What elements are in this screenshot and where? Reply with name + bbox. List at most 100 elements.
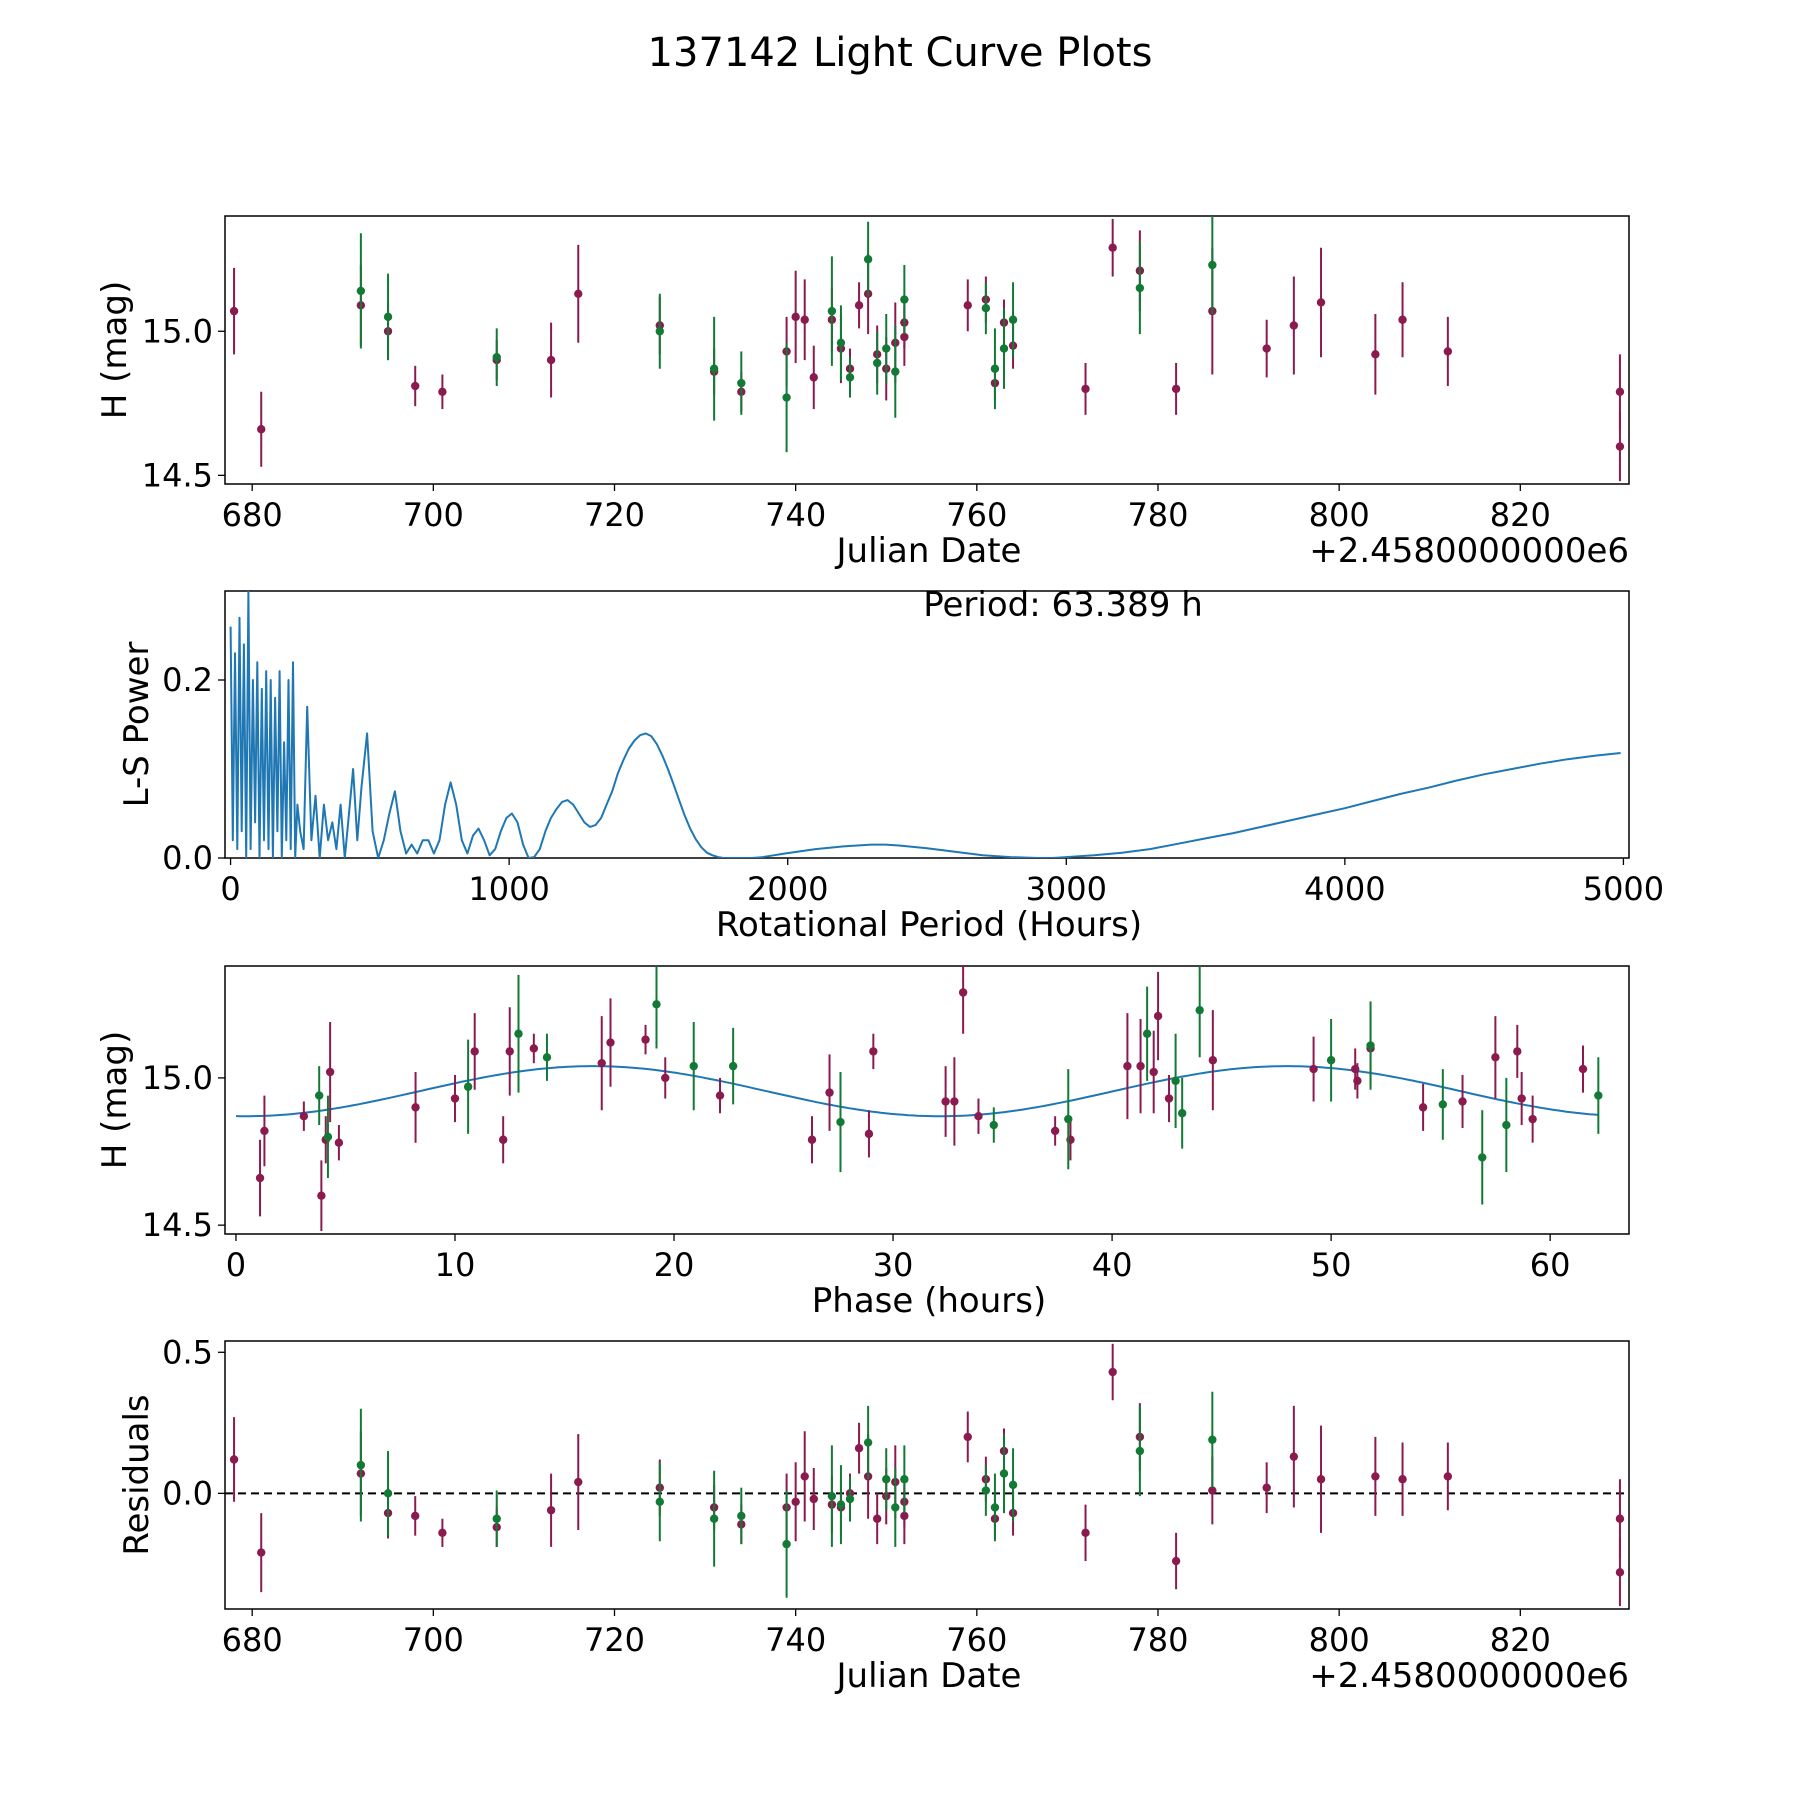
data-point-r — [864, 1129, 874, 1139]
data-point-r — [438, 387, 447, 396]
data-point-r — [1418, 1103, 1428, 1112]
data-point-r — [872, 1514, 882, 1523]
data-point-g — [981, 304, 991, 313]
data-point-g — [1142, 1029, 1152, 1038]
data-point-g — [863, 1438, 873, 1447]
data-point-g — [999, 1469, 1009, 1478]
lightcurve-plot-frame — [224, 215, 1630, 485]
data-point-r — [641, 1035, 650, 1044]
x-tick-label: 780 — [1127, 496, 1188, 534]
x-tick-label: 780 — [1127, 1621, 1188, 1659]
x-tick-label: 800 — [1309, 496, 1370, 534]
residuals-ylabel: Residuals — [117, 1394, 157, 1555]
x-tick-label: 680 — [222, 496, 283, 534]
x-tick-label: 1000 — [468, 870, 549, 908]
phased-ylabel: H (mag) — [95, 1031, 135, 1169]
period-annotation: Period: 63.389 h — [923, 585, 1203, 625]
data-point-g — [827, 1491, 837, 1501]
lightcurve-panel: 680 700 720 740 760 780 800 820 14.5 15.0 Julian D… — [95, 215, 1630, 571]
data-point-r — [1443, 347, 1453, 356]
data-point-r — [411, 381, 420, 391]
data-point-g — [1135, 1446, 1145, 1456]
data-point-g — [383, 312, 393, 322]
x-tick-label: 700 — [403, 1621, 464, 1659]
data-point-r — [974, 1111, 983, 1121]
data-point-r — [1615, 1568, 1625, 1577]
data-point-r — [809, 373, 818, 382]
data-point-r — [1398, 315, 1407, 324]
y-tick-label: 14.5 — [142, 1206, 213, 1244]
lightcurve-xlabel: Julian Date — [835, 531, 1022, 571]
data-point-g — [655, 1497, 664, 1507]
y-tick-label: 15.0 — [142, 1059, 213, 1097]
x-tick-label: 720 — [584, 496, 645, 534]
data-point-g — [782, 393, 791, 402]
data-point-r — [661, 1073, 670, 1083]
data-point-g — [737, 1511, 746, 1521]
data-point-r — [1050, 1126, 1060, 1136]
data-point-r — [800, 1472, 809, 1481]
x-tick-label: 3000 — [1026, 870, 1107, 908]
residuals-panel: 680 700 720 740 760 780 800 820 0.0 0.5 Julian Dat… — [117, 1333, 1630, 1696]
data-point-g — [900, 295, 909, 304]
data-point-r — [854, 301, 864, 310]
data-point-g — [383, 1489, 393, 1498]
data-point-r — [1309, 1064, 1318, 1074]
x-tick-label: 40 — [1092, 1246, 1133, 1284]
data-point-g — [827, 306, 837, 316]
data-point-r — [1316, 1475, 1326, 1484]
data-point-g — [314, 1091, 324, 1100]
data-point-r — [317, 1191, 326, 1200]
data-point-r — [411, 1103, 420, 1112]
y-tick-label: 0.0 — [162, 839, 213, 877]
data-point-r — [574, 1477, 583, 1487]
data-point-r — [1398, 1475, 1407, 1484]
data-point-g — [845, 1494, 855, 1504]
data-point-g — [900, 1475, 909, 1484]
data-point-g — [1208, 1435, 1217, 1444]
data-point-g — [1326, 1056, 1336, 1065]
data-point-r — [825, 1088, 834, 1097]
data-point-g — [845, 373, 855, 382]
data-point-r — [257, 425, 266, 434]
residuals-points — [229, 1343, 1625, 1607]
data-point-r — [546, 355, 556, 365]
x-tick-label: 740 — [765, 496, 826, 534]
data-point-g — [836, 338, 846, 347]
data-point-r — [869, 1047, 878, 1056]
data-point-r — [1136, 1061, 1145, 1071]
data-point-r — [606, 1038, 615, 1047]
phased-points — [255, 966, 1603, 1232]
y-tick-label: 0.5 — [162, 1333, 213, 1371]
x-tick-label: 2000 — [747, 870, 828, 908]
y-tick-label: 0.2 — [162, 661, 213, 699]
data-point-r — [1108, 243, 1117, 252]
data-point-g — [1135, 283, 1145, 293]
x-tick-label: 50 — [1311, 1246, 1352, 1284]
data-point-r — [1171, 384, 1181, 394]
data-point-r — [1443, 1472, 1453, 1481]
periodogram-ylabel: L-S Power — [117, 642, 157, 808]
data-point-g — [836, 1117, 845, 1127]
data-point-r — [1371, 350, 1380, 359]
data-point-r — [1513, 1047, 1522, 1056]
data-point-g — [356, 286, 366, 296]
data-point-g — [463, 1082, 473, 1091]
data-point-r — [325, 1067, 335, 1077]
data-point-g — [1008, 1480, 1018, 1490]
data-point-r — [1371, 1472, 1380, 1481]
data-point-g — [655, 327, 664, 336]
data-point-r — [1528, 1114, 1537, 1124]
data-point-r — [1164, 1094, 1174, 1103]
data-point-r — [1108, 1367, 1117, 1377]
data-point-g — [891, 1503, 900, 1512]
data-point-r — [1517, 1094, 1526, 1103]
phased-plot-frame — [224, 965, 1630, 1235]
data-point-r — [791, 1497, 800, 1507]
data-point-r — [958, 988, 968, 997]
data-point-r — [715, 1091, 725, 1100]
data-point-r — [1615, 442, 1625, 451]
data-point-r — [963, 301, 972, 310]
periodogram-line — [229, 591, 1621, 858]
